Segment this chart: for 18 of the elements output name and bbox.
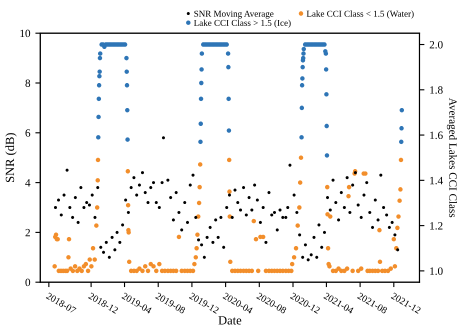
y2-tick-label: 1.0 (430, 267, 443, 275)
y2-tick-label: 1.2 (430, 222, 442, 230)
y-axis-title: SNR (dB) (5, 133, 17, 182)
y-tick-label: 10 (20, 30, 30, 38)
y-tick-label: 0 (25, 278, 30, 286)
y-tick-label: 2 (26, 228, 30, 236)
legend-label: SNR Moving Average (194, 10, 274, 19)
y2-tick-label: 1.4 (430, 176, 443, 184)
y-tick-label: 6 (25, 129, 30, 137)
y2-tick-label: 1.8 (430, 86, 443, 94)
y-tick-label: 4 (25, 179, 30, 186)
y2-tick-label: 1.6 (430, 132, 443, 140)
x-axis-title: Date (218, 316, 242, 325)
legend-label: Lake CCI Class < 1.5 (Water) (306, 10, 414, 19)
y2-axis-title: Averaged Lakes CCI Class (446, 98, 457, 218)
y-tick-label: 8 (25, 79, 30, 87)
legend-label: Lake CCI Class > 1.5 (Ice) (194, 20, 291, 28)
y2-tick-label: 2.0 (430, 40, 443, 49)
